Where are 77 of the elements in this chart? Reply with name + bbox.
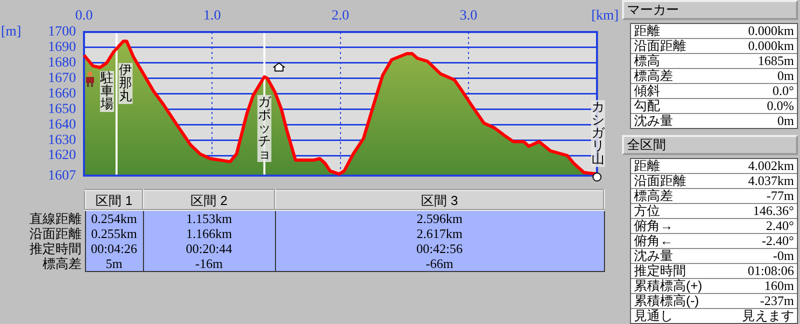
text: 区間 3 [275,190,604,210]
text: 見通し [634,308,673,323]
text: 00:42:56 [275,241,604,256]
text: 標高差 [42,256,82,272]
text: -66m [275,256,604,272]
text: 1685m [758,53,794,68]
text: 146.36° [753,203,794,218]
x-tick-label: 1.0 [203,8,221,24]
text: 0.255km [85,226,143,241]
text: 01:08:06 [748,263,794,278]
text: -77m [766,188,794,203]
y-tick-label: 1630 [48,132,76,148]
text: -16m [143,256,275,272]
annotation: 駐車場 [100,70,114,112]
text: 沈み量 [634,248,673,263]
text: 00:04:26 [85,241,143,256]
x-axis-title: [km] [591,8,619,24]
y-tick-label: 1640 [48,117,76,132]
text: 沿面距離 [28,226,82,241]
text: 1.166km [143,226,275,241]
text: -0m [773,248,794,263]
text: 勾配 [634,98,660,113]
text: 俯角→ [634,218,673,233]
y-tick-label: 1660 [48,86,76,102]
text: 全区間 [622,135,798,155]
y-axis-title: [m] [1,24,22,40]
text: 0m [777,113,794,128]
text: 距離 [634,158,660,173]
text: 区間 1 [85,190,143,210]
text: 00:20:44 [143,241,275,256]
x-tick-label: 0.0 [75,8,93,24]
text: 累積標高(-) [634,293,699,308]
text: 0m [777,68,794,83]
text: 0.000km [748,38,794,53]
y-tick-label: 1670 [48,70,76,86]
text: 標高 [634,53,660,68]
y-tick-label: 1620 [48,148,76,164]
text: 2.596km [275,210,604,226]
text: 傾斜 [634,83,660,98]
text: マーカー [622,0,798,20]
text: 2.40° [766,218,794,233]
text: -2.40° [762,233,794,248]
text: 4.002km [748,158,794,173]
y-tick-label: 1700 [48,24,76,40]
text: 沈み量 [634,113,673,128]
y-tick-label: 1680 [48,56,76,71]
text: 0.0° [772,83,794,98]
text: 1.153km [143,210,275,226]
text: 標高差 [634,188,673,203]
annotation: カシガリ山 [592,99,606,166]
text: 4.037km [748,173,794,188]
text: 5m [85,256,143,272]
text: 沿面距離 [634,38,686,53]
text: 2.617km [275,226,604,241]
text: -237m [760,293,794,308]
annotation: ガボッチョ [258,94,272,162]
x-tick-label: 3.0 [460,8,478,24]
text: 0.000km [748,23,794,38]
y-tick-label: 1650 [48,102,76,117]
y-tick-label: 1690 [48,40,76,56]
text: 累積標高(+) [634,278,702,293]
y-tick-label: 1607 [48,168,76,184]
text: 標高差 [634,68,673,83]
annotation: 伊那丸 [119,62,132,104]
text: 0.0% [766,98,794,113]
text: 0.254km [85,210,143,226]
text: 沿面距離 [634,173,686,188]
text: 見えます [742,308,794,323]
text: 区間 2 [143,190,275,210]
text: 直線距離 [28,210,82,226]
text: 推定時間 [28,241,82,256]
text: 160m [764,278,794,293]
text: 方位 [634,203,660,218]
text: 推定時間 [634,263,686,278]
x-tick-label: 2.0 [332,8,350,24]
text: 俯角← [634,233,673,248]
text: 距離 [634,23,660,38]
